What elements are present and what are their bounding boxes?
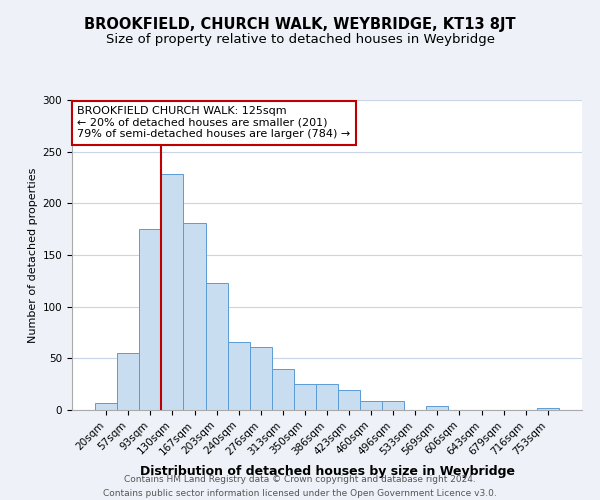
Bar bbox=[272, 368, 294, 410]
Bar bbox=[360, 400, 382, 410]
Bar bbox=[537, 408, 559, 410]
Bar bbox=[184, 223, 206, 410]
Bar bbox=[316, 384, 338, 410]
Bar bbox=[227, 342, 250, 410]
Bar bbox=[139, 229, 161, 410]
Bar bbox=[338, 390, 360, 410]
Text: BROOKFIELD, CHURCH WALK, WEYBRIDGE, KT13 8JT: BROOKFIELD, CHURCH WALK, WEYBRIDGE, KT13… bbox=[84, 18, 516, 32]
Bar bbox=[250, 347, 272, 410]
Text: Contains HM Land Registry data © Crown copyright and database right 2024.
Contai: Contains HM Land Registry data © Crown c… bbox=[103, 476, 497, 498]
Bar bbox=[206, 283, 227, 410]
X-axis label: Distribution of detached houses by size in Weybridge: Distribution of detached houses by size … bbox=[139, 465, 515, 478]
Bar bbox=[161, 174, 184, 410]
Bar bbox=[95, 403, 117, 410]
Text: BROOKFIELD CHURCH WALK: 125sqm
← 20% of detached houses are smaller (201)
79% of: BROOKFIELD CHURCH WALK: 125sqm ← 20% of … bbox=[77, 106, 350, 140]
Y-axis label: Number of detached properties: Number of detached properties bbox=[28, 168, 38, 342]
Bar bbox=[294, 384, 316, 410]
Bar bbox=[382, 400, 404, 410]
Bar bbox=[427, 406, 448, 410]
Text: Size of property relative to detached houses in Weybridge: Size of property relative to detached ho… bbox=[106, 32, 494, 46]
Bar bbox=[117, 353, 139, 410]
